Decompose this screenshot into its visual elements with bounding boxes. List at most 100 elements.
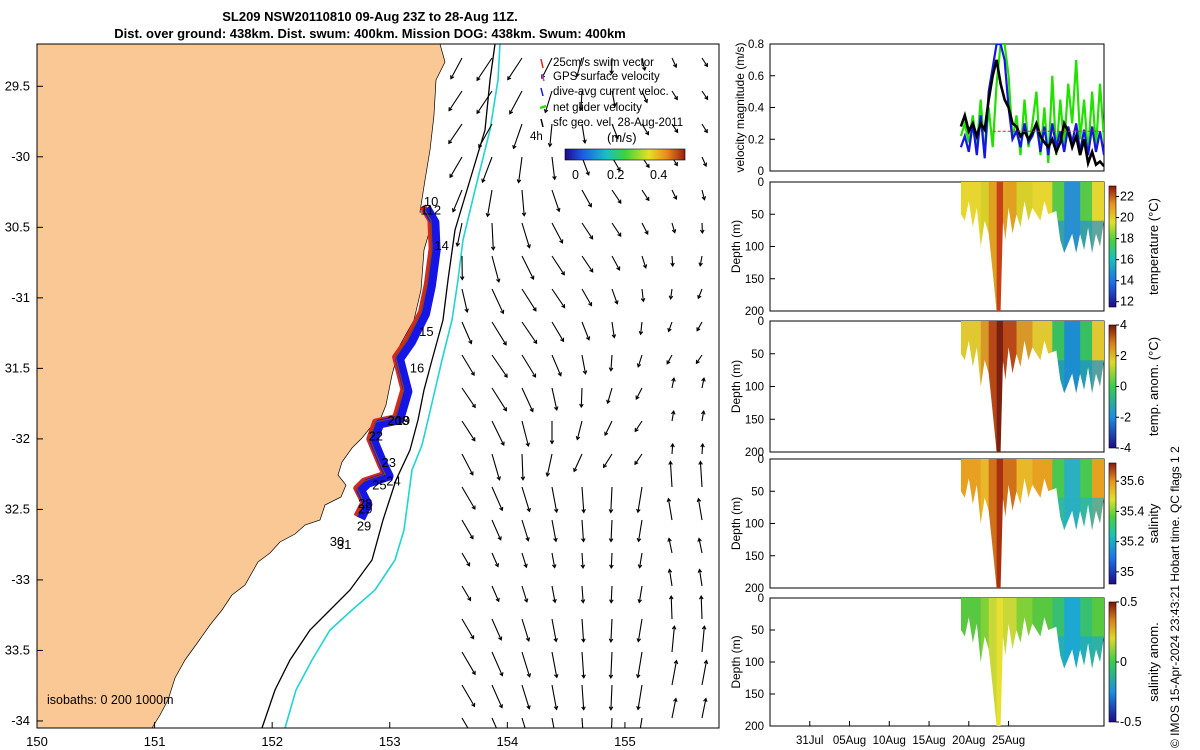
temperature-section-ylabel: Depth (m)	[729, 220, 743, 273]
current-arrow	[491, 288, 505, 315]
current-arrow	[668, 288, 674, 300]
temp-anomaly-section-strip	[988, 321, 998, 452]
current-arrow	[551, 387, 559, 411]
temperature-section-strip	[996, 182, 1004, 311]
current-arrow	[521, 585, 529, 603]
salinity-anomaly-section-cb-label: salinity anom.	[1146, 622, 1161, 701]
salinity-anomaly-section-strip	[988, 598, 998, 726]
current-arrow	[551, 288, 566, 309]
current-arrow	[491, 453, 501, 481]
salinity-anomaly-section-ytick-label: 0	[758, 593, 764, 605]
current-arrow	[491, 552, 500, 568]
current-arrow	[701, 90, 709, 101]
current-arrow	[636, 519, 643, 543]
current-arrow	[491, 387, 507, 412]
current-arrow	[581, 255, 594, 273]
current-arrow	[573, 453, 583, 473]
temp-anomaly-section-frame	[769, 320, 1105, 453]
glider-track	[353, 204, 441, 521]
temperature-section-cb-tick-label: 22	[1120, 190, 1134, 204]
legend-dive-marker	[540, 87, 544, 97]
current-arrow	[608, 519, 614, 543]
current-arrow	[608, 486, 614, 514]
current-arrow	[579, 387, 584, 409]
colorbar-tick-2: 0.4	[650, 168, 667, 182]
current-arrow	[701, 697, 708, 719]
legend-sfc-label: sfc geo. vel. 28-Aug-2011	[553, 117, 683, 129]
colorbar-tick-1: 0.2	[607, 168, 624, 182]
salinity-anomaly-section-ylabel: Depth (m)	[729, 635, 743, 688]
current-arrow	[521, 255, 535, 281]
current-arrow	[668, 460, 673, 488]
current-arrow	[490, 222, 496, 251]
current-arrow	[455, 222, 463, 248]
current-arrow	[521, 618, 531, 642]
legend-swim-marker	[540, 58, 544, 69]
current-arrow	[485, 189, 493, 218]
current-arrow	[700, 442, 705, 455]
current-arrow	[611, 90, 617, 108]
temperature-section-cb-tick-label: 12	[1120, 295, 1134, 309]
salinity-section-strip	[988, 459, 998, 588]
current-arrow	[634, 453, 643, 466]
velocity-ytick-label: 0	[758, 166, 764, 178]
map-ytick-label: 29.5	[5, 78, 30, 93]
salinity-section-ylabel: Depth (m)	[729, 497, 743, 550]
track-label: 112	[420, 203, 441, 218]
current-arrow	[491, 717, 497, 728]
current-arrow	[461, 585, 472, 602]
current-arrow	[698, 255, 703, 267]
current-arrow	[476, 57, 493, 82]
current-arrow	[611, 321, 617, 339]
current-arrow	[491, 684, 503, 709]
current-arrow	[701, 57, 708, 68]
current-arrow	[491, 651, 504, 677]
track-current-band	[356, 205, 441, 521]
track-label: 208	[387, 413, 409, 428]
current-arrow	[521, 288, 537, 312]
current-arrow	[545, 453, 553, 478]
current-arrow	[509, 90, 523, 115]
current-arrow	[580, 585, 586, 604]
salinity-anomaly-section-ytick-label: 200	[745, 721, 764, 733]
current-arrow	[697, 537, 703, 554]
current-arrow	[666, 497, 673, 521]
current-arrow	[481, 156, 493, 184]
temp-anomaly-section-ytick-label: 100	[745, 382, 764, 394]
temperature-section-ytick-label: 150	[745, 274, 764, 286]
current-arrow	[461, 519, 474, 540]
current-arrow	[551, 684, 559, 711]
current-arrow	[609, 552, 614, 569]
current-arrow	[697, 568, 703, 587]
current-arrow	[521, 354, 537, 378]
salinity-anomaly-section-strip	[996, 598, 1004, 726]
time-tick-label: 20Aug	[952, 735, 985, 747]
current-arrow	[521, 486, 531, 513]
temperature-section-strip	[988, 182, 998, 311]
current-arrow	[609, 57, 614, 75]
current-arrow	[512, 123, 523, 150]
current-arrow	[549, 421, 555, 445]
current-arrow	[636, 354, 643, 368]
time-tick-label: 10Aug	[873, 735, 906, 747]
current-arrow	[699, 595, 704, 620]
temp-anomaly-section-strip	[996, 321, 1004, 452]
legend-item-dive: dive-avg current veloc.	[540, 86, 669, 98]
track-label: 25	[372, 478, 386, 493]
current-arrow	[641, 255, 648, 269]
current-arrow	[699, 222, 705, 235]
current-arrow	[461, 321, 473, 345]
track-label: 16	[410, 361, 424, 376]
legend-net-label: net glider velocity	[553, 102, 642, 114]
current-arrow	[521, 189, 527, 217]
legend-item-gps: GPS surface velocity	[541, 71, 660, 83]
current-arrow	[461, 453, 474, 476]
current-arrow	[608, 618, 614, 643]
current-arrow	[581, 354, 588, 375]
temperature-section-cb-tick-label: 20	[1120, 211, 1134, 225]
current-arrow	[634, 420, 643, 433]
current-arrow	[461, 420, 476, 442]
salinity-section-cb-tick-label: 35	[1120, 565, 1134, 579]
